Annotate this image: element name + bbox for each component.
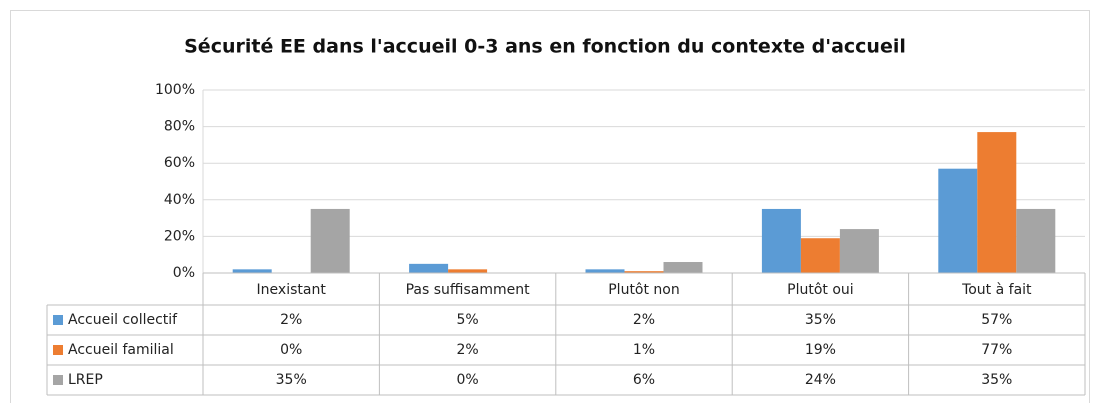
bar bbox=[663, 262, 703, 273]
x-tick-label: Pas suffisamment bbox=[406, 282, 530, 298]
legend-key bbox=[53, 345, 63, 355]
table-value: 2% bbox=[280, 312, 302, 328]
table-value: 6% bbox=[633, 372, 655, 388]
bar bbox=[310, 208, 350, 273]
x-tick-label: Plutôt oui bbox=[787, 282, 854, 298]
table-value: 35% bbox=[805, 312, 836, 328]
x-tick-label: Inexistant bbox=[257, 282, 327, 298]
table-value: 0% bbox=[456, 372, 478, 388]
bar bbox=[624, 271, 664, 273]
table-value: 35% bbox=[276, 372, 307, 388]
table-value: 2% bbox=[456, 342, 478, 358]
bar bbox=[585, 269, 625, 273]
bar bbox=[232, 269, 272, 273]
legend-key bbox=[53, 315, 63, 325]
y-tick-label: 60% bbox=[164, 155, 195, 171]
bar bbox=[800, 238, 840, 273]
table-value: 1% bbox=[633, 342, 655, 358]
table-value: 24% bbox=[805, 372, 836, 388]
bar bbox=[938, 168, 978, 273]
x-tick-label: Plutôt non bbox=[608, 282, 680, 298]
bar bbox=[448, 269, 488, 273]
table-value: 0% bbox=[280, 342, 302, 358]
table-value: 77% bbox=[981, 342, 1012, 358]
y-tick-label: 0% bbox=[173, 265, 195, 281]
table-value: 19% bbox=[805, 342, 836, 358]
bar bbox=[1016, 208, 1056, 273]
y-tick-label: 100% bbox=[155, 82, 195, 98]
bar bbox=[409, 263, 449, 273]
y-tick-label: 80% bbox=[164, 119, 195, 135]
y-tick-label: 40% bbox=[164, 192, 195, 208]
bar bbox=[839, 229, 879, 273]
legend-label: Accueil collectif bbox=[68, 312, 178, 328]
bar bbox=[761, 208, 801, 273]
legend-label: LREP bbox=[68, 372, 103, 388]
bar bbox=[977, 132, 1017, 273]
table-value: 5% bbox=[456, 312, 478, 328]
legend-key bbox=[53, 375, 63, 385]
legend-label: Accueil familial bbox=[68, 342, 174, 358]
table-value: 2% bbox=[633, 312, 655, 328]
x-tick-label: Tout à fait bbox=[961, 282, 1032, 298]
y-tick-label: 20% bbox=[164, 228, 195, 244]
chart-frame bbox=[10, 10, 1090, 403]
chart-title: Sécurité EE dans l'accueil 0-3 ans en fo… bbox=[184, 36, 906, 58]
table-value: 35% bbox=[981, 372, 1012, 388]
table-value: 57% bbox=[981, 312, 1012, 328]
